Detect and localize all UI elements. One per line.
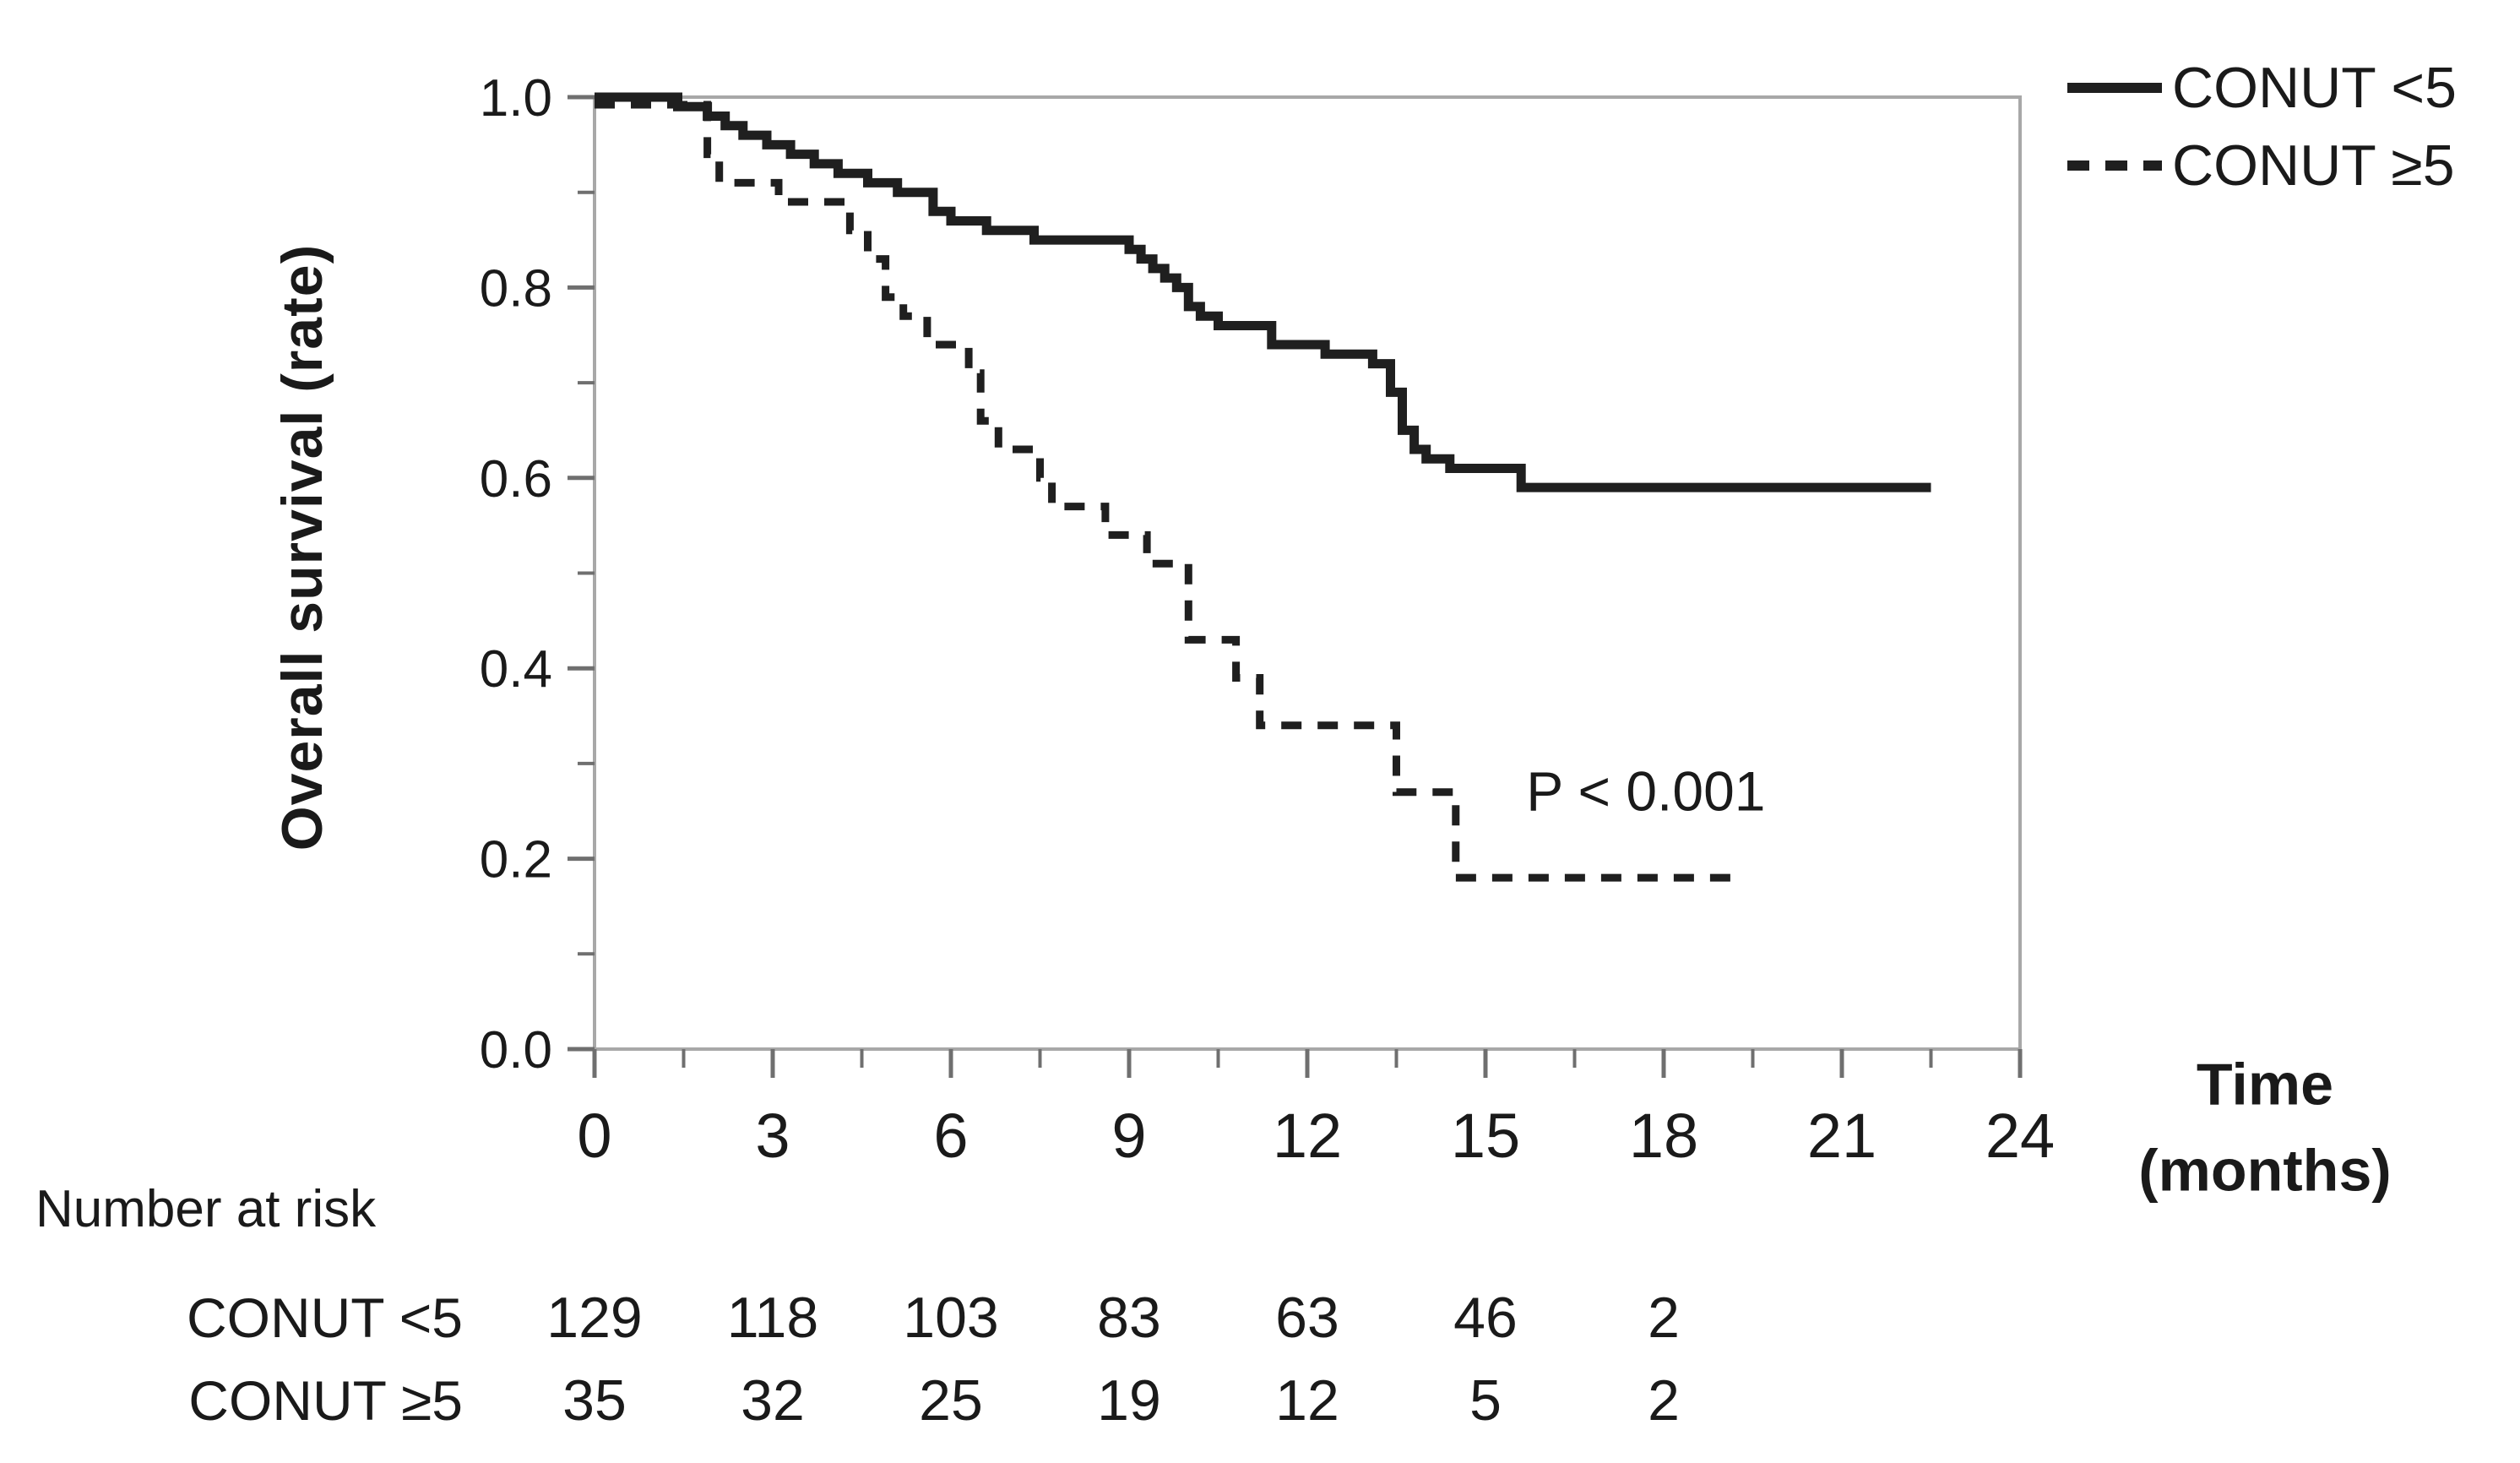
p-value-annotation: P < 0.001 <box>1526 760 1765 823</box>
x-tick-label: 3 <box>755 1101 790 1171</box>
risk-value: 83 <box>1097 1286 1161 1350</box>
x-tick-label: 15 <box>1451 1101 1520 1171</box>
risk-value: 2 <box>1648 1286 1680 1350</box>
x-tick-label: 24 <box>1985 1101 2055 1171</box>
risk-value: 103 <box>903 1286 999 1350</box>
risk-value: 25 <box>919 1368 983 1433</box>
risk-value: 129 <box>546 1286 643 1350</box>
x-axis-title: Time (months) <box>2138 1042 2391 1214</box>
risk-value: 2 <box>1648 1368 1680 1433</box>
x-axis-title-line2: (months) <box>2138 1137 2392 1203</box>
risk-value: 32 <box>741 1368 805 1433</box>
y-tick-label: 0.6 <box>480 450 552 509</box>
y-axis-title: Overall survival (rate) <box>270 243 334 851</box>
legend-label: CONUT ≥5 <box>2172 133 2455 198</box>
risk-value: 19 <box>1097 1368 1161 1433</box>
risk-table-heading: Number at risk <box>35 1180 377 1238</box>
risk-row-label: CONUT <5 <box>186 1286 463 1349</box>
risk-value: 35 <box>562 1368 627 1433</box>
y-tick-label: 0.2 <box>480 831 552 889</box>
risk-value: 5 <box>1469 1368 1502 1433</box>
survival-curve-conut-lt5 <box>595 92 1931 492</box>
x-tick-label: 9 <box>1111 1101 1146 1171</box>
x-tick-label: 0 <box>577 1101 611 1171</box>
x-tick-label: 18 <box>1629 1101 1698 1171</box>
x-tick-label: 12 <box>1273 1101 1342 1171</box>
y-tick-label: 1.0 <box>480 69 552 128</box>
risk-value: 46 <box>1453 1286 1518 1350</box>
y-tick-label: 0.0 <box>480 1021 552 1080</box>
x-tick-label: 6 <box>933 1101 968 1171</box>
y-tick-label: 0.8 <box>480 259 552 318</box>
legend-row-conut-lt5: CONUT <5 <box>2067 49 2457 127</box>
survival-curve-conut-ge5 <box>595 101 1741 882</box>
legend: CONUT <5 CONUT ≥5 <box>2067 49 2457 204</box>
y-tick-label: 0.4 <box>480 640 552 699</box>
x-tick-label: 21 <box>1807 1101 1876 1171</box>
x-axis-title-line1: Time <box>2196 1051 2334 1118</box>
legend-label: CONUT <5 <box>2172 56 2457 120</box>
risk-row-label: CONUT ≥5 <box>188 1369 463 1432</box>
risk-value: 118 <box>726 1286 819 1350</box>
solid-line-sample <box>2067 83 2162 93</box>
dashed-line-sample <box>2067 160 2162 171</box>
risk-value: 12 <box>1275 1368 1339 1433</box>
risk-value: 63 <box>1275 1286 1339 1350</box>
legend-row-conut-ge5: CONUT ≥5 <box>2067 127 2457 204</box>
plot-frame <box>593 95 2022 1051</box>
